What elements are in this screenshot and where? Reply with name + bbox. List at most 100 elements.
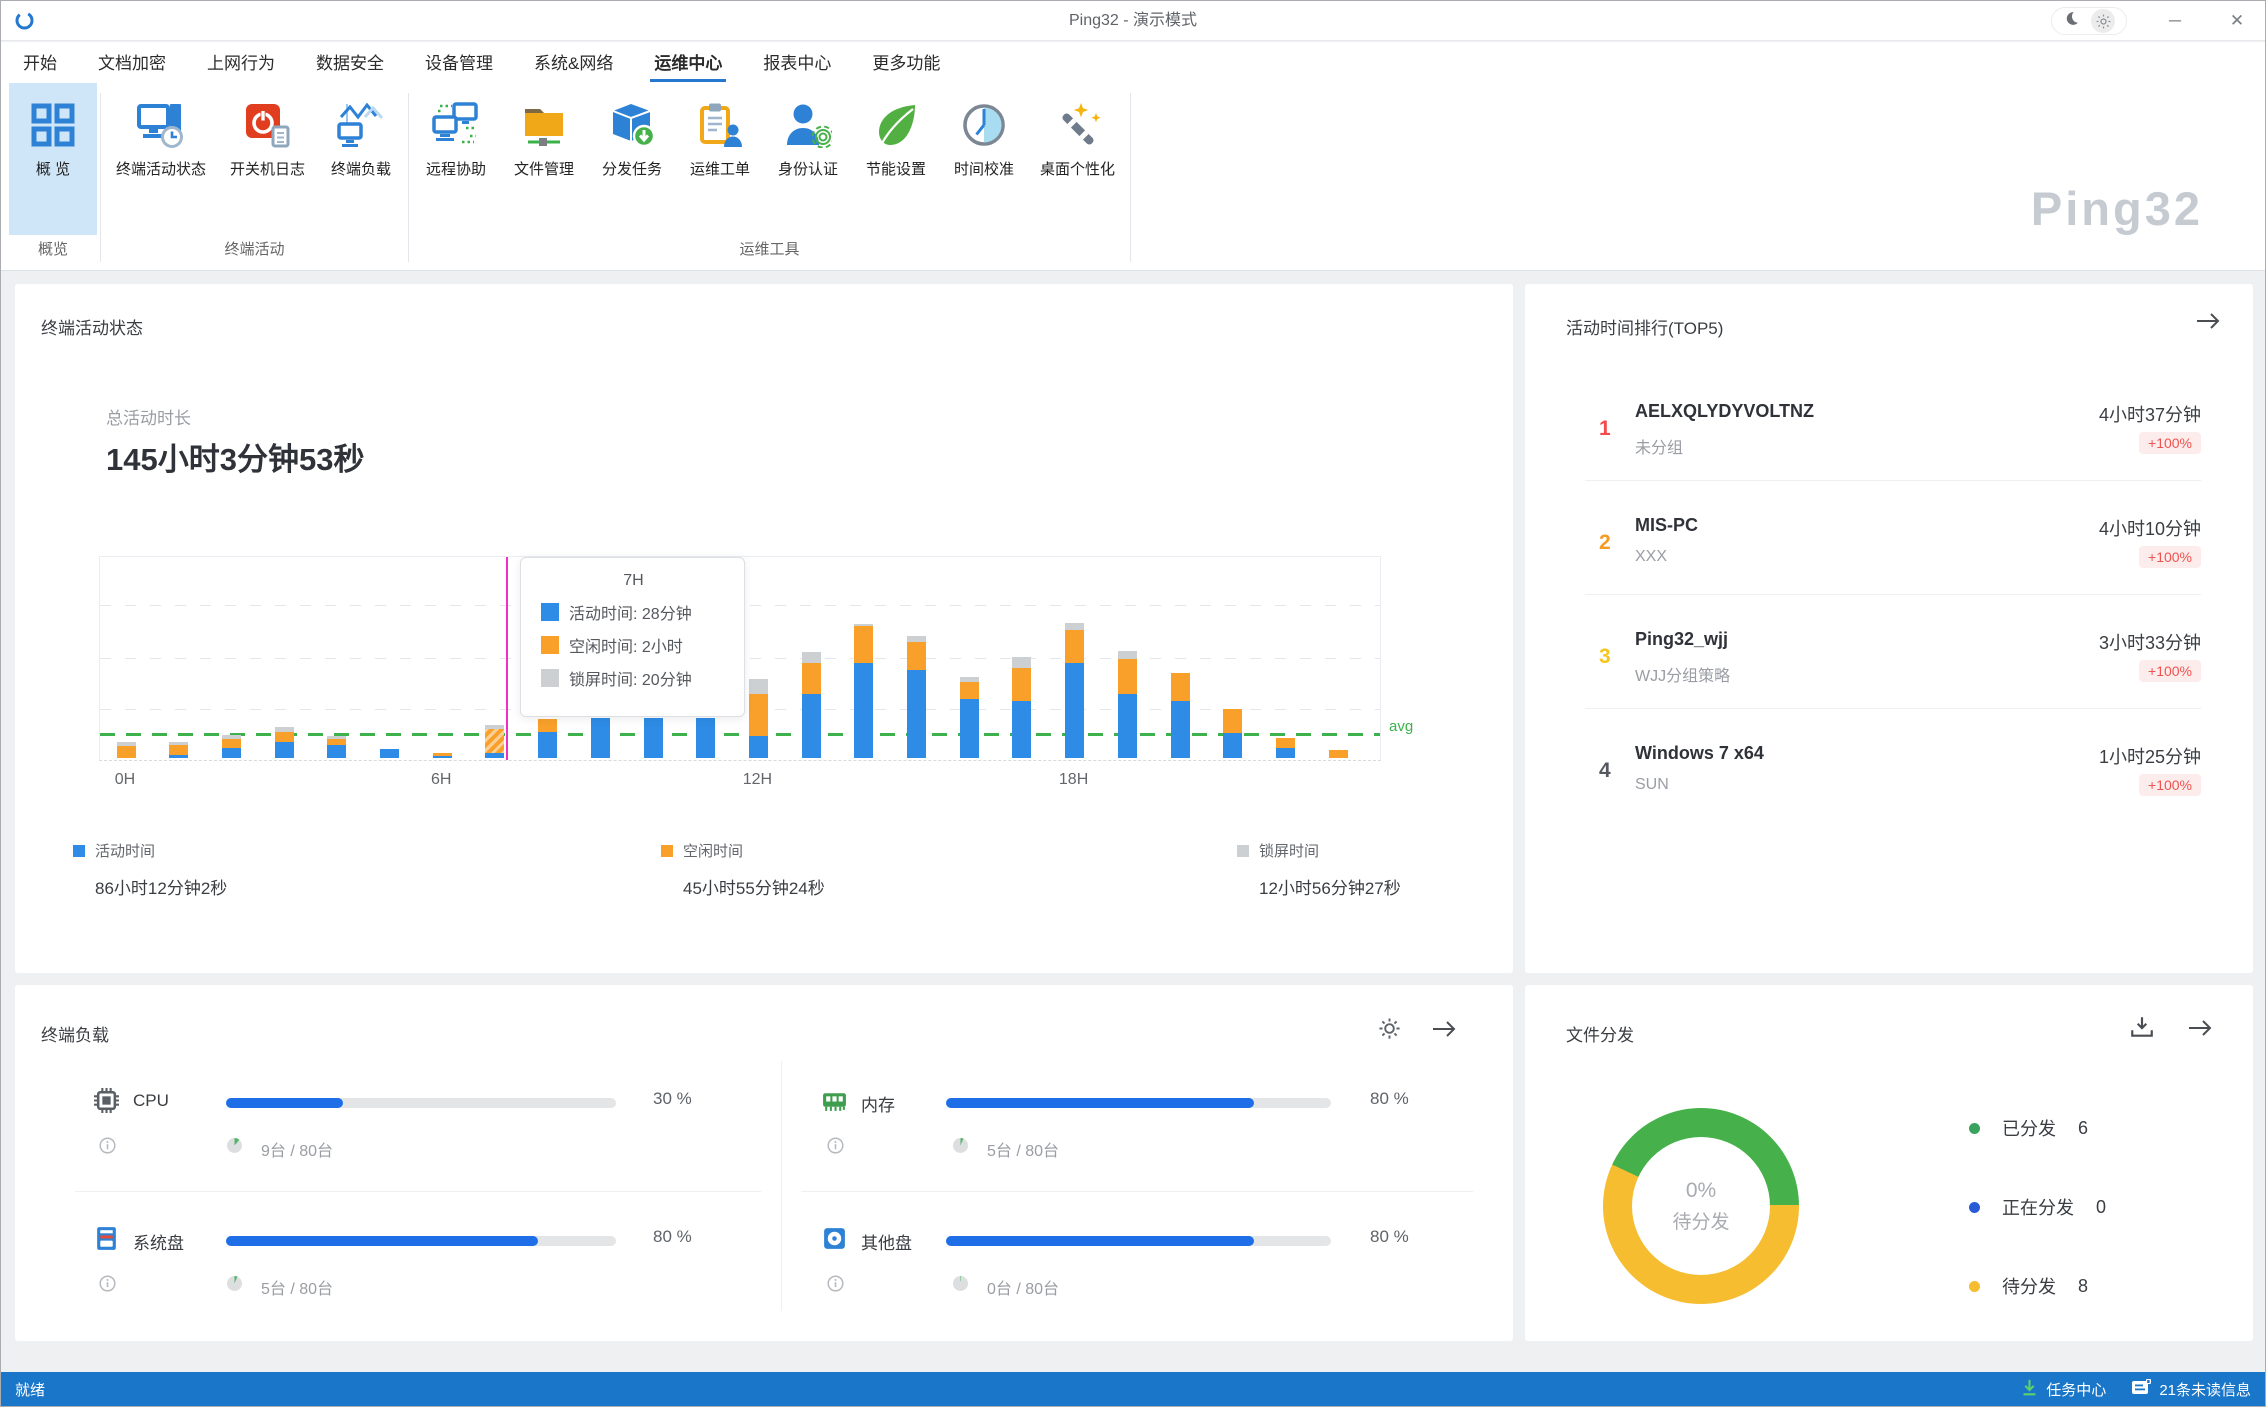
bar-segment[interactable] bbox=[801, 663, 821, 694]
gear-icon[interactable] bbox=[1378, 1017, 1401, 1045]
bar-segment[interactable] bbox=[1275, 737, 1295, 749]
ribbon-item[interactable]: 远程协助 bbox=[412, 83, 500, 235]
ranking-row[interactable]: 3 Ping32_wjj WJJ分组策略 3小时33分钟 +100% bbox=[1585, 629, 2201, 725]
ribbon-item[interactable]: 终端负载 bbox=[317, 83, 405, 235]
menu-tab[interactable]: 系统&网络 bbox=[534, 53, 614, 73]
bar-segment[interactable] bbox=[696, 718, 716, 758]
bar-segment[interactable] bbox=[274, 742, 294, 758]
arrow-right-icon[interactable] bbox=[1431, 1018, 1457, 1045]
bar-segment[interactable] bbox=[590, 718, 610, 758]
theme-toggle[interactable] bbox=[2051, 7, 2127, 35]
bar-segment[interactable] bbox=[327, 736, 347, 740]
bar-segment[interactable] bbox=[169, 745, 189, 756]
bar-segment[interactable] bbox=[959, 677, 979, 682]
bar-segment[interactable] bbox=[748, 679, 768, 694]
menu-tab[interactable]: 上网行为 bbox=[207, 53, 275, 73]
ranking-row[interactable]: 2 MIS-PC XXX 4小时10分钟 +100% bbox=[1585, 515, 2201, 611]
bar-segment[interactable] bbox=[748, 693, 768, 736]
bar-segment[interactable] bbox=[959, 698, 979, 758]
bar-segment[interactable] bbox=[907, 670, 926, 758]
bar-segment[interactable] bbox=[854, 626, 874, 664]
activity-chart-plot[interactable]: 7H 活动时间: 28分钟 空闲时间: 2小时 锁屏时间: 20分钟 bbox=[99, 556, 1381, 761]
ribbon-item[interactable]: 运维工单 bbox=[676, 83, 764, 235]
menu-tab[interactable]: 更多功能 bbox=[872, 53, 941, 73]
menu-tab[interactable]: 报表中心 bbox=[763, 53, 832, 73]
arrow-right-icon[interactable] bbox=[2187, 1017, 2213, 1044]
arrow-right-icon[interactable] bbox=[2195, 310, 2221, 337]
info-icon[interactable] bbox=[99, 1275, 116, 1292]
bar-segment[interactable] bbox=[1170, 700, 1190, 758]
task-center-button[interactable]: 任务中心 bbox=[2021, 1379, 2106, 1400]
download-icon[interactable] bbox=[2129, 1015, 2155, 1044]
bar-segment[interactable] bbox=[1117, 658, 1137, 694]
bar-segment[interactable] bbox=[432, 753, 452, 756]
bar-segment[interactable] bbox=[1065, 630, 1085, 664]
info-icon[interactable] bbox=[827, 1275, 844, 1292]
ranking-row[interactable]: 4 Windows 7 x64 SUN 1小时25分钟 +100% bbox=[1585, 743, 2201, 839]
bar-segment[interactable] bbox=[1065, 663, 1085, 758]
bar-segment[interactable] bbox=[485, 752, 505, 758]
bar-segment[interactable] bbox=[643, 718, 663, 758]
bar-segment[interactable] bbox=[169, 755, 189, 758]
ribbon-group-items: 终端活动状态 开关机日志 终端负载 bbox=[104, 83, 405, 235]
bar-segment[interactable] bbox=[116, 745, 136, 758]
menu-tab[interactable]: 设备管理 bbox=[425, 53, 493, 73]
ribbon-item[interactable]: 时间校准 bbox=[940, 83, 1028, 235]
bar-segment[interactable] bbox=[1275, 748, 1295, 758]
bar-segment[interactable] bbox=[1328, 750, 1348, 758]
bar-segment[interactable] bbox=[1065, 622, 1085, 631]
bar-segment[interactable] bbox=[959, 681, 979, 699]
bar-segment[interactable] bbox=[1223, 732, 1243, 758]
ribbon-item[interactable]: 分发任务 bbox=[588, 83, 676, 235]
bar-segment[interactable] bbox=[432, 755, 452, 758]
ribbon-item[interactable]: 节能设置 bbox=[852, 83, 940, 235]
bar-segment[interactable] bbox=[538, 719, 558, 732]
bar-segment[interactable] bbox=[907, 641, 926, 671]
bar-segment[interactable] bbox=[1223, 709, 1243, 733]
sun-icon[interactable] bbox=[2091, 9, 2115, 33]
ranking-row[interactable]: 1 AELXQLYDYVOLTNZ 未分组 4小时37分钟 +100% bbox=[1585, 401, 2201, 497]
bar-segment[interactable] bbox=[1012, 656, 1032, 669]
bar-segment[interactable] bbox=[485, 729, 505, 753]
info-icon[interactable] bbox=[827, 1137, 844, 1154]
menu-tab[interactable]: 文档加密 bbox=[98, 53, 166, 73]
bar-segment[interactable] bbox=[1012, 668, 1032, 701]
bar-segment[interactable] bbox=[1117, 650, 1137, 659]
bar-segment[interactable] bbox=[801, 651, 821, 664]
bar-segment[interactable] bbox=[538, 731, 558, 758]
unread-messages-button[interactable]: 21条未读信息 bbox=[2132, 1379, 2251, 1400]
bar-segment[interactable] bbox=[854, 623, 874, 627]
bar-segment[interactable] bbox=[801, 693, 821, 758]
ribbon-item[interactable]: 开关机日志 bbox=[218, 83, 317, 235]
bar-segment[interactable] bbox=[327, 745, 347, 758]
bar-segment[interactable] bbox=[1170, 673, 1190, 701]
close-button[interactable]: ✕ bbox=[2229, 11, 2245, 30]
bar-segment[interactable] bbox=[116, 742, 136, 746]
bar-segment[interactable] bbox=[169, 741, 189, 746]
menu-tab[interactable]: 开始 bbox=[23, 53, 57, 73]
bar-segment[interactable] bbox=[221, 739, 241, 749]
ribbon-item[interactable]: 身份认证 bbox=[764, 83, 852, 235]
menu-tab[interactable]: 运维中心 bbox=[650, 41, 727, 85]
bar-segment[interactable] bbox=[221, 735, 241, 740]
bar-segment[interactable] bbox=[380, 749, 399, 758]
moon-icon[interactable] bbox=[2063, 10, 2080, 32]
ribbon-item[interactable]: 终端活动状态 bbox=[104, 83, 218, 235]
bar-segment[interactable] bbox=[854, 663, 874, 758]
bar-segment[interactable] bbox=[907, 636, 926, 642]
ribbon-group: 终端活动状态 开关机日志 终端负载 终端活动 bbox=[104, 83, 405, 270]
menu-tab[interactable]: 数据安全 bbox=[316, 53, 384, 73]
bar-segment[interactable] bbox=[1012, 700, 1032, 758]
bar-segment[interactable] bbox=[1117, 693, 1137, 758]
ribbon-item[interactable]: 桌面个性化 bbox=[1028, 83, 1127, 235]
bar-segment[interactable] bbox=[274, 727, 294, 732]
ribbon-item[interactable]: 文件管理 bbox=[500, 83, 588, 235]
info-icon[interactable] bbox=[99, 1137, 116, 1154]
bar-segment[interactable] bbox=[748, 735, 768, 758]
minimize-button[interactable]: ─ bbox=[2168, 11, 2182, 30]
bar-segment[interactable] bbox=[274, 731, 294, 743]
bar-segment[interactable] bbox=[327, 739, 347, 746]
bar-segment[interactable] bbox=[221, 748, 241, 758]
bar-segment[interactable] bbox=[485, 725, 505, 730]
ribbon-item[interactable]: 概 览 bbox=[9, 83, 97, 235]
